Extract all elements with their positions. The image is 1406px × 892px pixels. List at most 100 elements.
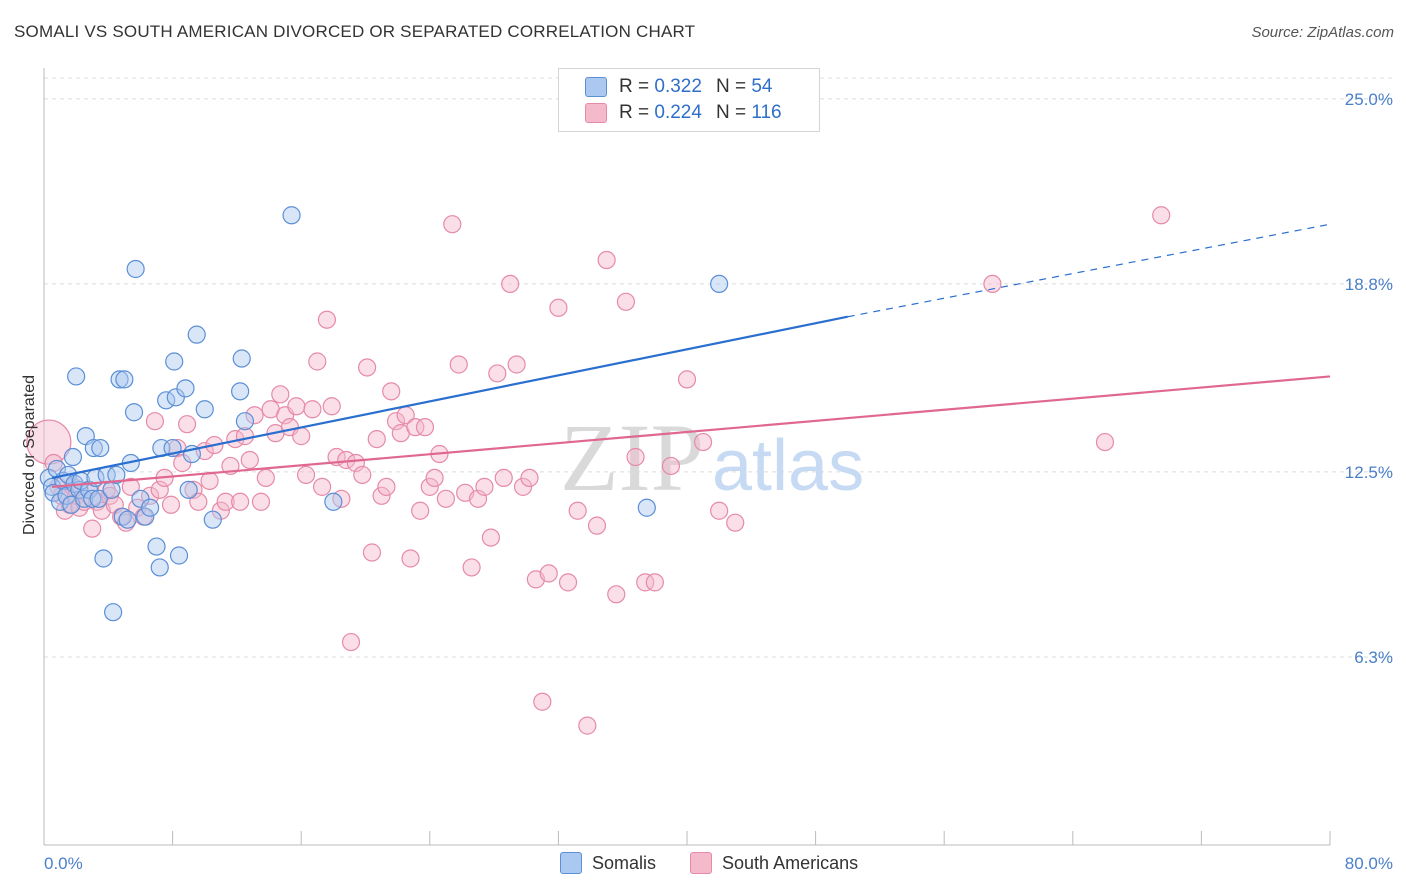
somalis-point	[231, 382, 250, 401]
south-americans-point	[216, 492, 235, 511]
south-americans-point	[358, 358, 377, 377]
south-americans-swatch	[585, 103, 607, 123]
legend-n-label: N =	[715, 76, 747, 97]
somalis-point	[124, 403, 144, 422]
legend-r-value: 0.224	[654, 102, 702, 123]
south-americans-point	[372, 486, 391, 505]
south-americans-point	[317, 310, 337, 329]
somalis-point	[63, 447, 83, 467]
south-americans-point	[607, 585, 626, 604]
south-americans-point	[449, 355, 468, 374]
watermark-atlas: atlas	[712, 426, 864, 506]
somalis-point	[91, 438, 110, 458]
south-americans-point	[726, 513, 745, 532]
south-americans-point	[161, 495, 181, 514]
somalis-point	[107, 465, 126, 485]
south-americans-point	[362, 543, 382, 562]
legend-n-value: 116	[751, 102, 782, 123]
somalis-point	[150, 558, 169, 577]
south-americans-point	[287, 397, 306, 416]
south-americans-point	[231, 492, 250, 511]
somalis-point	[282, 206, 301, 225]
legend-n-value: 54	[751, 76, 773, 97]
south-americans-point	[616, 292, 636, 311]
south-americans-point	[636, 573, 655, 592]
south-americans-point	[693, 432, 713, 452]
somalis-point	[89, 489, 108, 508]
south-americans-point	[983, 274, 1002, 294]
south-americans-point	[488, 364, 507, 383]
somalis-point	[126, 259, 145, 279]
y-tick-label: 18.8%	[1345, 275, 1393, 294]
somalis-point	[324, 492, 343, 511]
south-americans-point	[568, 501, 587, 520]
south-americans-point	[411, 501, 430, 520]
south-americans-point	[513, 477, 533, 496]
south-americans-point	[475, 477, 494, 496]
south-americans-point	[184, 480, 203, 499]
somalis-point	[637, 498, 656, 517]
somalis-point	[84, 438, 103, 458]
south-americans-point	[420, 477, 439, 496]
south-americans-point	[443, 215, 462, 234]
gridlines	[44, 77, 1395, 658]
somalis-point	[140, 498, 160, 517]
somalis-point	[710, 274, 729, 294]
y-tick-labels: 6.3% 12.5% 18.8% 25.0%	[1345, 90, 1393, 667]
south-americans-point	[462, 558, 481, 577]
south-americans-point	[341, 632, 361, 652]
somalis-point	[110, 370, 129, 389]
south-americans-point	[83, 519, 102, 538]
south-americans-point	[251, 492, 271, 511]
south-americans-point	[322, 397, 341, 416]
south-americans-point	[240, 450, 259, 470]
somalis-point	[195, 400, 214, 419]
south-americans-point	[177, 415, 197, 434]
legend-r-label: R =	[619, 102, 650, 123]
south-americans-point	[271, 385, 290, 404]
south-americans-point	[245, 406, 264, 425]
south-americans-point	[292, 427, 311, 446]
legend-r-value: 0.322	[654, 76, 702, 97]
source-label: Source: ZipAtlas.com	[1251, 24, 1394, 41]
chart-title: SOMALI VS SOUTH AMERICAN DIVORCED OR SEP…	[14, 22, 696, 41]
south-americans-point	[200, 471, 219, 490]
somalis-point	[115, 370, 134, 389]
somalis-point	[104, 603, 123, 622]
legend-r-label: R =	[619, 76, 650, 97]
south-americans-point	[382, 382, 401, 401]
south-americans-point	[406, 418, 425, 437]
south-americans-point	[256, 468, 275, 487]
south-americans-point	[533, 692, 552, 711]
somalis-legend-swatch	[560, 852, 582, 874]
south-americans-point	[1152, 206, 1171, 225]
south-americans-point	[145, 412, 165, 431]
legend-row-somalis: R = 0.322 N = 54	[585, 75, 772, 99]
south-americans-point	[578, 716, 597, 735]
south-americans-legend-label: South Americans	[722, 852, 859, 873]
south-americans-point	[436, 489, 455, 508]
somalis-point	[94, 549, 113, 568]
south-americans-point	[425, 468, 444, 487]
south-americans-point	[558, 573, 578, 592]
south-americans-point	[626, 447, 645, 467]
stats-legend: R = 0.322 N = 54 R = 0.224 N = 116	[558, 68, 820, 132]
south-americans-point	[481, 528, 500, 547]
south-americans-point	[303, 400, 322, 419]
x-tick-labels: 0.0% 80.0%	[44, 854, 1393, 873]
y-tick-label: 12.5%	[1345, 463, 1393, 482]
south-americans-point	[353, 465, 372, 485]
trend-lines	[51, 223, 1331, 488]
south-americans-point	[377, 477, 396, 496]
south-americans-trend-line	[51, 375, 1331, 488]
somalis-point	[118, 510, 137, 529]
y-tick-label: 25.0%	[1345, 90, 1393, 109]
x-tick-label-min: 0.0%	[44, 854, 83, 873]
south-americans-point	[549, 298, 568, 317]
south-americans-point	[507, 355, 526, 374]
south-americans-point	[296, 465, 316, 485]
south-americans-point	[661, 456, 681, 476]
south-americans-point	[150, 480, 169, 499]
legend-row-south-americans: R = 0.224 N = 116	[585, 101, 782, 125]
